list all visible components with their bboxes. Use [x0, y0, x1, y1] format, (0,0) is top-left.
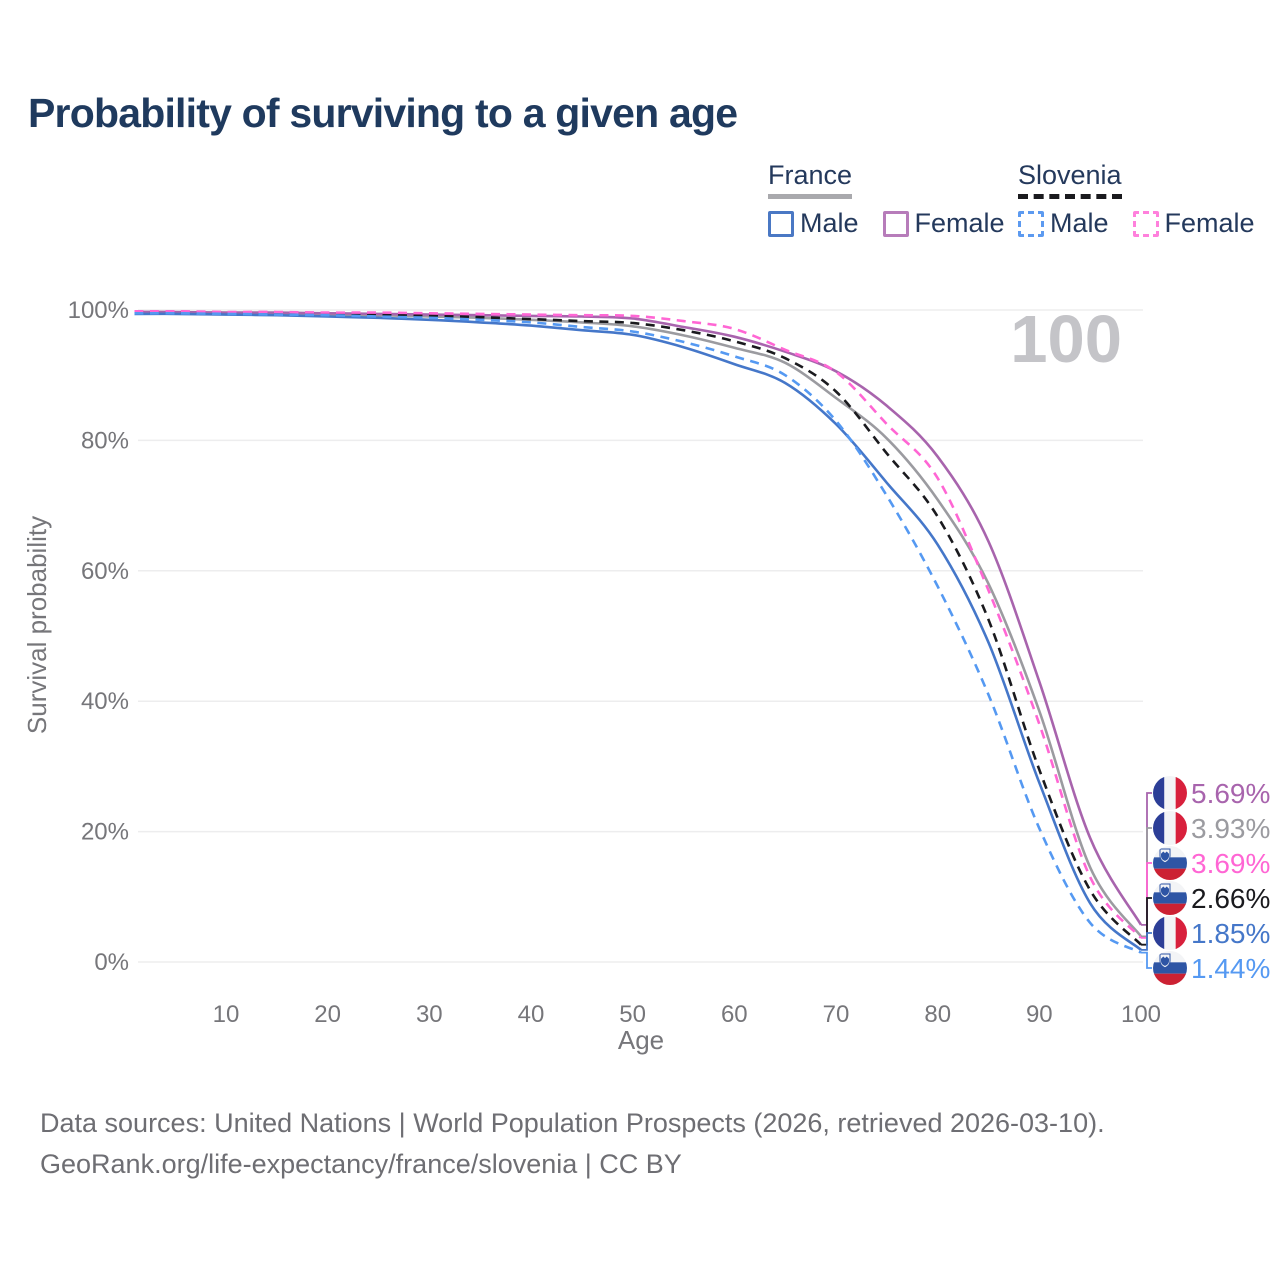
- x-tick-label: 10: [213, 1001, 240, 1028]
- y-tick-label: 60%: [81, 558, 129, 585]
- watermark-age-100: 100: [1010, 302, 1122, 377]
- curve-slovenia-female[interactable]: [134, 309, 1142, 939]
- chart-title: Probability of surviving to a given age: [28, 90, 738, 136]
- end-value-label-slovenia-male: 1.44%: [1191, 953, 1270, 984]
- curve-slovenia-total[interactable]: [134, 310, 1142, 946]
- legend-item-slovenia-male[interactable]: Male: [1018, 208, 1109, 239]
- curve-france-male[interactable]: [134, 312, 1142, 951]
- footer-data-sources: Data sources: United Nations | World Pop…: [40, 1108, 1105, 1138]
- leader-line-slovenia-male: [1141, 951, 1152, 969]
- legend-heading-france: France: [768, 160, 853, 199]
- legend-heading-slovenia: Slovenia: [1018, 160, 1122, 199]
- y-tick-label: 100%: [68, 297, 129, 324]
- france-female-swatch-icon: [882, 210, 909, 237]
- legend-group-france: France Male Female: [768, 160, 1005, 239]
- flag-france-icon: [1153, 811, 1187, 845]
- y-axis-title: Survival probability: [22, 516, 52, 734]
- legend-item-slovenia-female[interactable]: Female: [1132, 208, 1255, 239]
- legend-item-label: Male: [800, 208, 859, 238]
- footer: Data sources: United Nations | World Pop…: [40, 1103, 1105, 1185]
- x-axis-title: Age: [618, 1025, 664, 1055]
- legend-item-label: Female: [1164, 208, 1255, 238]
- x-tick-label: 40: [518, 1001, 545, 1028]
- x-tick-label: 30: [416, 1001, 443, 1028]
- curve-slovenia-male[interactable]: [134, 311, 1142, 954]
- flag-slovenia-icon: [1153, 846, 1187, 880]
- x-tick-label: 50: [619, 1001, 646, 1028]
- end-value-label-france-male: 1.85%: [1191, 918, 1270, 949]
- x-tick-label: 70: [823, 1001, 850, 1028]
- legend-item-france-female[interactable]: Female: [882, 208, 1005, 239]
- france-male-swatch-icon: [768, 210, 794, 237]
- leader-line-france-male: [1141, 932, 1152, 951]
- legend-item-label: Male: [1050, 208, 1109, 238]
- legend-item-france-male[interactable]: Male: [768, 208, 859, 239]
- legend-item-label: Female: [914, 208, 1005, 238]
- end-value-label-france-female: 5.69%: [1191, 778, 1270, 809]
- slovenia-female-swatch-icon: [1132, 210, 1159, 237]
- flag-slovenia-icon: [1153, 951, 1187, 985]
- footer-attribution: GeoRank.org/life-expectancy/france/slove…: [40, 1149, 682, 1179]
- end-value-label-slovenia-total: 2.66%: [1191, 883, 1270, 914]
- end-value-label-france-total: 3.93%: [1191, 813, 1270, 844]
- x-tick-label: 90: [1026, 1001, 1053, 1028]
- x-tick-label: 60: [721, 1001, 748, 1028]
- slovenia-male-swatch-icon: [1018, 210, 1044, 237]
- x-tick-label: 100: [1121, 1001, 1161, 1028]
- curve-france-female[interactable]: [134, 310, 1143, 926]
- leader-line-slovenia-total: [1141, 897, 1152, 946]
- flag-france-icon: [1153, 916, 1187, 950]
- x-tick-label: 20: [314, 1001, 341, 1028]
- legend-group-slovenia: Slovenia Male Female: [1018, 160, 1255, 239]
- x-tick-label: 80: [924, 1001, 951, 1028]
- flag-france-icon: [1153, 776, 1187, 810]
- y-tick-label: 0%: [94, 949, 129, 976]
- y-tick-label: 80%: [81, 427, 129, 454]
- flag-slovenia-icon: [1153, 881, 1187, 915]
- y-tick-label: 20%: [81, 819, 129, 846]
- y-tick-label: 40%: [81, 688, 129, 715]
- end-value-label-slovenia-female: 3.69%: [1191, 848, 1270, 879]
